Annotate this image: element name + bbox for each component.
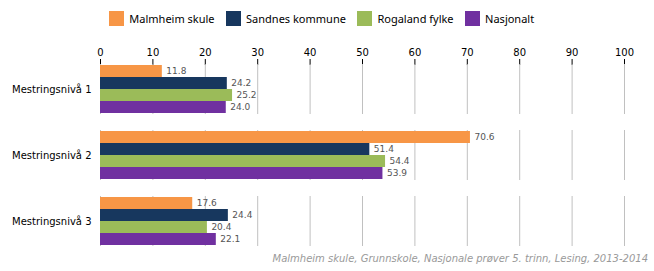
svg-text:24.2: 24.2 [231,78,251,88]
svg-text:60: 60 [409,46,422,57]
svg-text:Mestringsnivå 2: Mestringsnivå 2 [12,148,91,160]
svg-text:54.4: 54.4 [390,156,410,166]
svg-text:40: 40 [304,46,317,57]
svg-text:25.2: 25.2 [237,90,257,100]
svg-text:20.4: 20.4 [211,222,231,232]
svg-text:90: 90 [566,46,579,57]
svg-text:11.8: 11.8 [166,66,186,76]
html-text:Nasjonalt: Nasjonalt [485,11,535,26]
svg-text:80: 80 [513,46,526,57]
html-text:Malmheim skule, Grunnskole, Na: Malmheim skule, Grunnskole, Nasjonale pr… [272,252,648,264]
svg-text:100: 100 [615,46,634,57]
svg-text:22.1: 22.1 [220,234,240,244]
svg-text:Mestringsnivå 1: Mestringsnivå 1 [12,82,91,94]
svg-text:70.6: 70.6 [474,132,494,142]
svg-text:0: 0 [97,46,103,57]
svg-text:53.9: 53.9 [387,168,407,178]
svg-text:20: 20 [199,46,212,57]
svg-text:70: 70 [461,46,474,57]
svg-text:30: 30 [251,46,264,57]
svg-text:Mestringsnivå 3: Mestringsnivå 3 [12,214,91,226]
html-text:Malmheim skule: Malmheim skule [129,11,215,26]
svg-text:17.6: 17.6 [197,198,217,208]
svg-text:10: 10 [147,46,160,57]
html-text:Sandnes kommune: Sandnes kommune [246,11,346,26]
svg-text:24.4: 24.4 [232,210,252,220]
html-text:Rogaland fylke: Rogaland fylke [377,11,454,26]
svg-text:50: 50 [356,46,369,57]
svg-text:51.4: 51.4 [374,144,394,154]
svg-text:24.0: 24.0 [230,102,250,112]
